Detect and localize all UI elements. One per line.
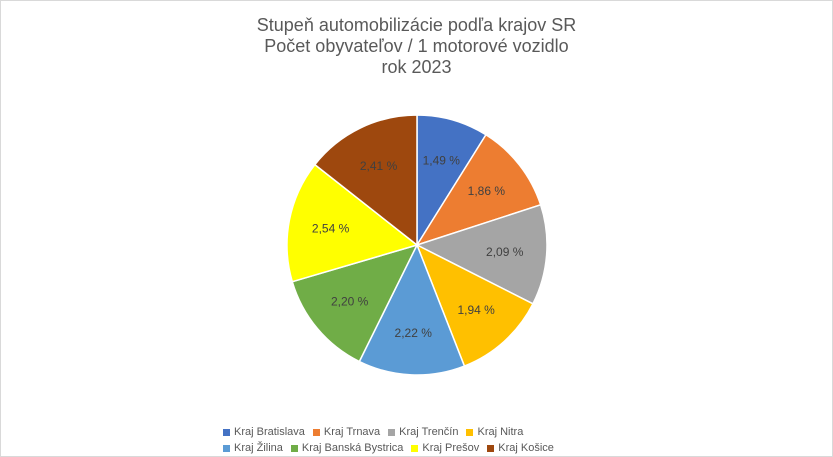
legend-row-2: Kraj Žilina Kraj Banská Bystrica Kraj Pr… xyxy=(223,440,643,456)
legend-swatch xyxy=(487,444,495,452)
legend-label: Kraj Bratislava xyxy=(234,426,305,438)
legend-item: Kraj Žilina xyxy=(223,442,283,454)
data-label-4: 1,94 % xyxy=(457,303,495,317)
legend-item: Kraj Košice xyxy=(487,442,554,454)
legend-label: Kraj Prešov xyxy=(422,442,480,454)
legend-swatch xyxy=(411,444,419,452)
pie-slice-6 xyxy=(291,243,419,363)
legend-row-1: Kraj Bratislava Kraj Trnava Kraj Trenčín… xyxy=(223,424,643,440)
legend-label: Kraj Žilina xyxy=(234,442,283,454)
legend-item: Kraj Trnava xyxy=(312,426,381,438)
pie-slice-8 xyxy=(313,114,418,247)
chart-title-line-2: Počet obyvateľov / 1 motorové vozidlo xyxy=(264,36,569,56)
legend-label: Kraj Trnava xyxy=(323,426,381,438)
data-label-2: 1,86 % xyxy=(468,184,506,198)
data-label-1: 1,49 % xyxy=(423,153,461,167)
legend-item: Kraj Nitra xyxy=(466,426,523,438)
legend-swatch xyxy=(312,428,320,436)
data-label-5: 2,22 % xyxy=(395,326,433,340)
data-label-6: 2,20 % xyxy=(331,295,369,309)
data-label-3: 2,09 % xyxy=(486,245,524,259)
pie-slice-5 xyxy=(358,243,466,376)
pie-slice-7 xyxy=(286,163,419,283)
legend-label: Kraj Nitra xyxy=(477,426,524,438)
legend-item: Kraj Prešov xyxy=(411,442,479,454)
data-label-8: 2,41 % xyxy=(360,159,398,173)
legend-label: Kraj Banská Bystrica xyxy=(301,442,404,454)
legend-swatch xyxy=(223,428,230,436)
legend: Kraj Bratislava Kraj Trnava Kraj Trenčín… xyxy=(223,424,643,456)
legend-item: Kraj Bratislava xyxy=(223,426,305,438)
legend-swatch xyxy=(223,444,230,452)
chart-title-line-1: Stupeň automobilizácie podľa krajov SR xyxy=(256,15,577,35)
legend-swatch xyxy=(466,428,474,436)
legend-swatch xyxy=(388,428,396,436)
legend-label: Kraj Trenčín xyxy=(399,426,459,438)
legend-item: Kraj Trenčín xyxy=(388,426,458,438)
legend-label: Kraj Košice xyxy=(498,442,554,454)
chart-title-line-3: rok 2023 xyxy=(381,57,452,77)
data-label-7: 2,54 % xyxy=(312,221,350,235)
pie-slice-2 xyxy=(415,133,542,247)
pie-slice-3 xyxy=(415,203,548,305)
pie-slice-4 xyxy=(415,243,534,368)
chart-title: Stupeň automobilizácie podľa krajov SR P… xyxy=(1,15,832,78)
legend-item: Kraj Banská Bystrica xyxy=(290,442,404,454)
pie-chart: 1,49 % 1,86 % 2,09 % 1,94 % 2,22 % 2,20 % 2,54… xyxy=(286,114,548,376)
legend-swatch xyxy=(290,444,298,452)
